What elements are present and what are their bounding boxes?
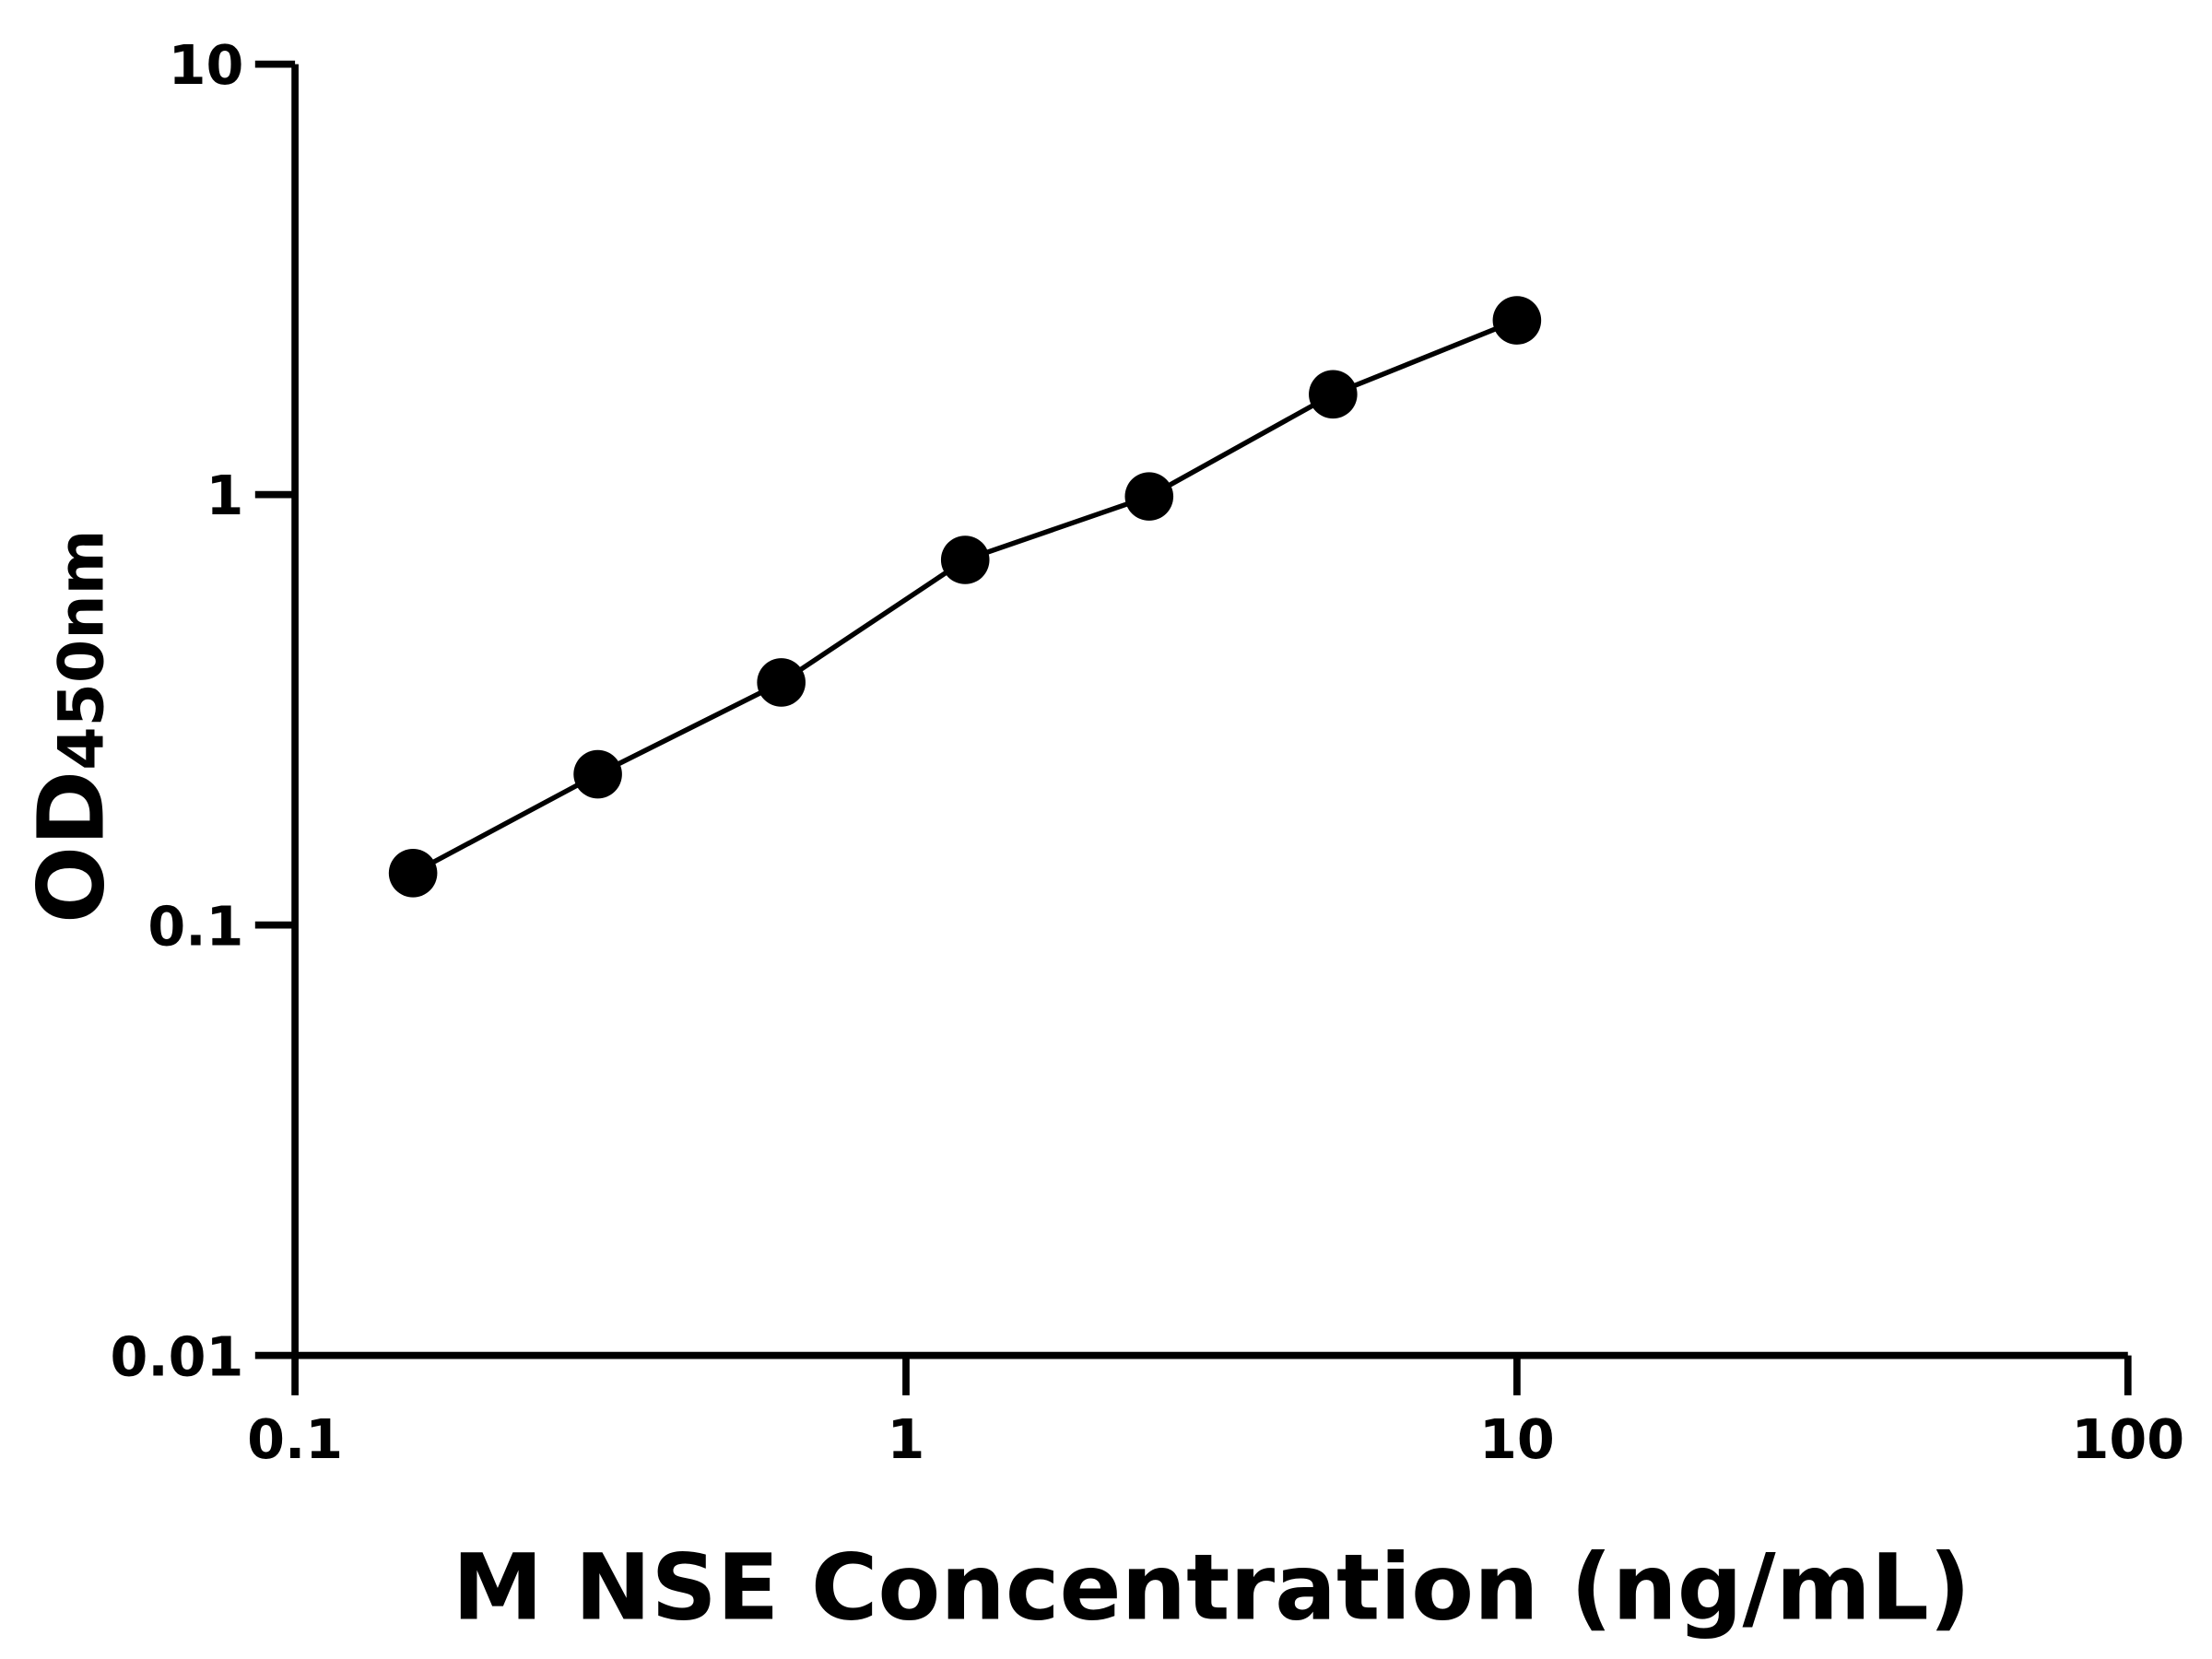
data-marks <box>388 296 1542 898</box>
x-axis-label: M NSE Concentration (ng/mL) <box>453 1535 1971 1641</box>
x-tick-label: 100 <box>2071 1407 2184 1471</box>
y-axis-label-main: OD <box>18 771 124 924</box>
y-axis-label: OD450nm <box>18 529 124 924</box>
data-point <box>388 849 438 898</box>
y-axis-label-sub: 450nm <box>45 529 118 770</box>
y-tick-label: 0.01 <box>110 1324 243 1388</box>
x-tick-label: 1 <box>888 1407 925 1471</box>
y-tick-label: 1 <box>206 464 244 527</box>
data-point <box>940 535 990 584</box>
data-point <box>573 749 622 799</box>
data-point <box>1492 296 1542 345</box>
x-tick-label: 0.1 <box>247 1407 343 1471</box>
x-tick-label: 10 <box>1479 1407 1555 1471</box>
data-point <box>1309 370 1358 419</box>
data-point <box>1124 472 1174 521</box>
y-tick-label: 10 <box>169 33 244 97</box>
svg-text:OD450nm: OD450nm <box>18 529 124 924</box>
data-point <box>757 658 806 707</box>
y-tick-label: 0.1 <box>147 894 243 958</box>
